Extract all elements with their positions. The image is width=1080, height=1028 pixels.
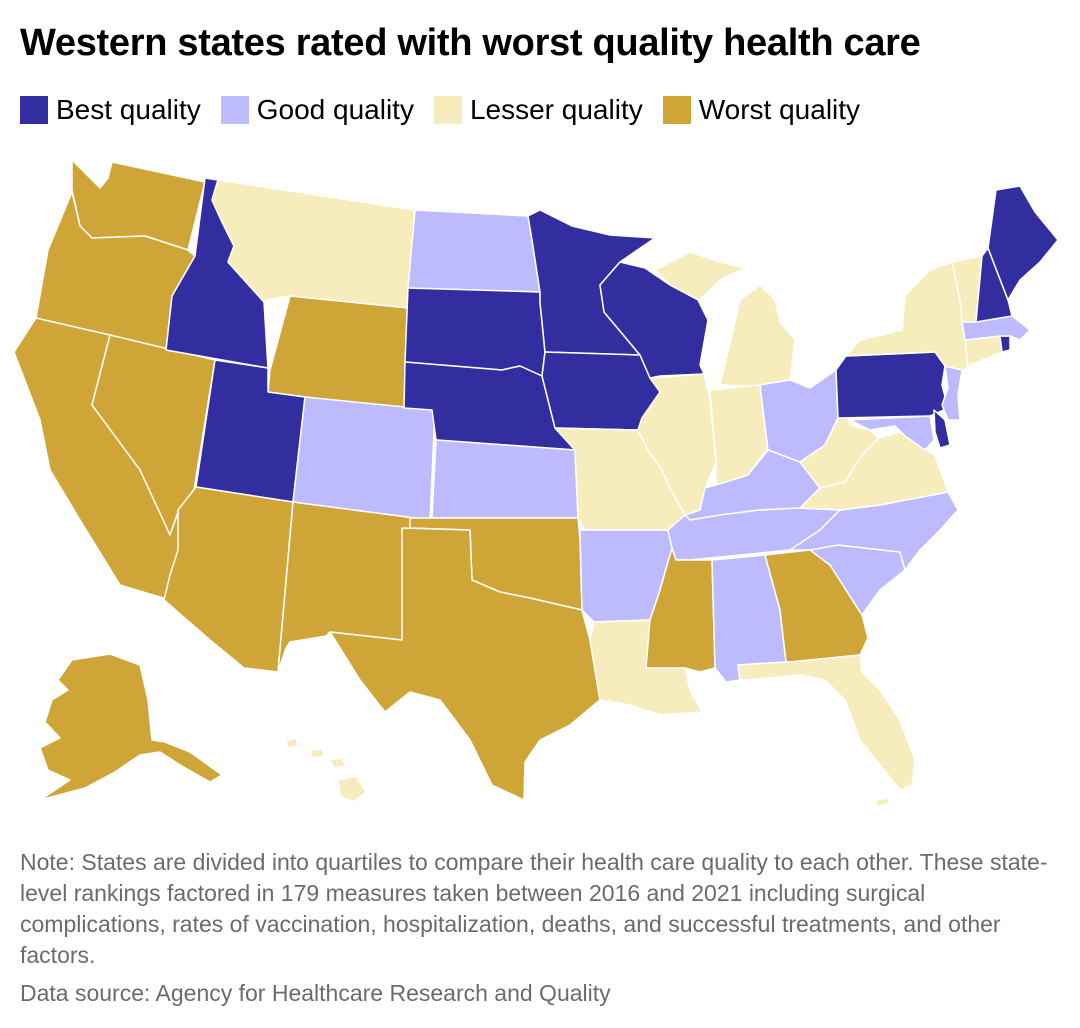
data-source: Data source: Agency for Healthcare Resea… [20,980,611,1006]
legend-label-good: Good quality [256,94,414,125]
state-fl[interactable] [737,654,916,791]
state-sd[interactable] [404,287,546,377]
state-pa[interactable] [835,351,949,419]
legend-swatch-good [220,96,249,124]
state-ak[interactable] [39,653,223,801]
legend-label-lesser: Lesser quality [469,94,643,125]
legend-item-lesser: Lesser quality [433,94,643,126]
legend: Best quality Good quality Lesser quality… [20,94,880,126]
state-hi[interactable] [285,737,367,803]
legend-swatch-best [20,96,48,124]
state-md[interactable] [849,415,935,451]
legend-label-worst: Worst quality [698,94,861,125]
state-vt[interactable] [951,255,983,323]
legend-label-best: Best quality [56,94,201,125]
legend-item-good: Good quality [220,94,414,126]
state-nj[interactable] [941,365,963,421]
chart-title: Western states rated with worst quality … [20,22,921,64]
state-tx[interactable] [329,527,601,801]
state-nd[interactable] [407,209,541,293]
legend-swatch-worst [662,96,691,124]
legend-item-best: Best quality [20,94,201,126]
state-me[interactable] [987,185,1059,301]
state-ks[interactable] [431,439,579,519]
state-wy[interactable] [267,295,409,411]
state-nh[interactable] [975,247,1013,323]
state-ri[interactable] [999,335,1011,353]
legend-swatch-lesser [433,96,462,124]
state-wv[interactable] [799,404,879,489]
state-co[interactable] [292,396,436,521]
chart-note: Note: States are divided into quartiles … [20,849,1048,968]
florida-keys [875,797,891,807]
legend-item-worst: Worst quality [662,94,861,126]
state-az[interactable] [163,486,294,673]
state-de[interactable] [933,409,951,449]
us-map-svg [13,159,1059,807]
us-map [0,140,1080,830]
